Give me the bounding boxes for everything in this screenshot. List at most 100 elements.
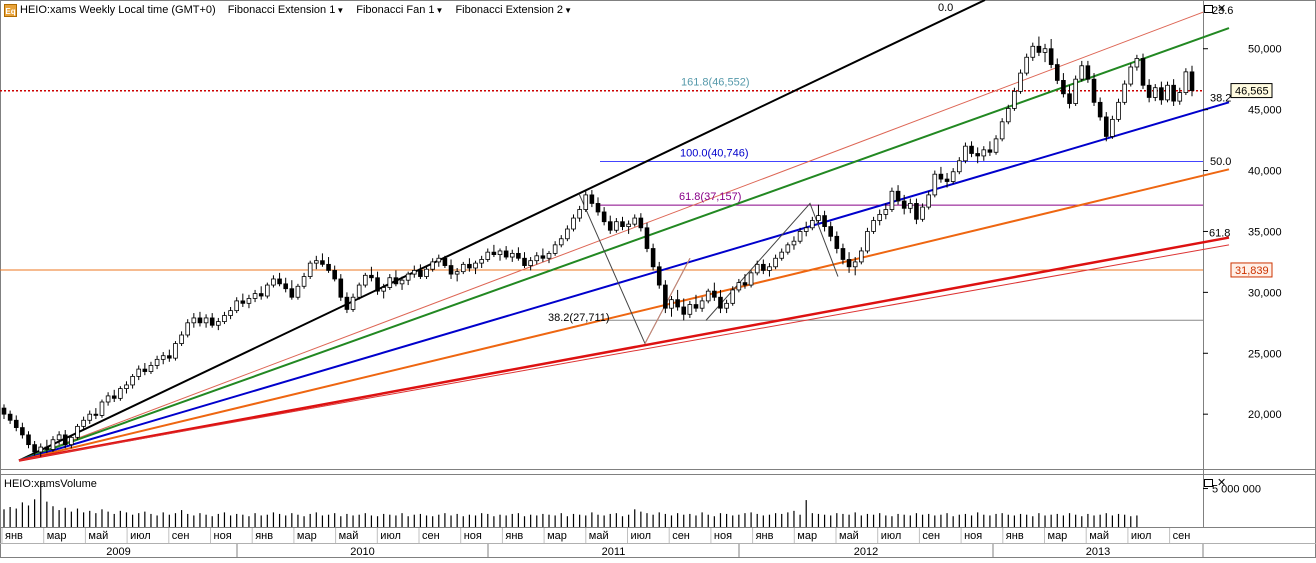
candle-body xyxy=(222,315,227,323)
month-label: сен xyxy=(922,530,940,542)
candle-body xyxy=(632,217,638,225)
fib-fan-level-label: 23.6 xyxy=(1212,5,1233,17)
candle-body xyxy=(497,250,503,255)
candle-body xyxy=(301,276,307,287)
month-label: мар xyxy=(1048,530,1068,542)
candle-body xyxy=(1103,116,1109,137)
eq-badge-icon[interactable]: Eq xyxy=(4,3,17,17)
candle-body xyxy=(13,419,19,428)
candle-body xyxy=(595,203,601,213)
y-tick-label: 40,000 xyxy=(1248,166,1282,178)
candle-body xyxy=(761,263,766,271)
candle-body xyxy=(136,368,142,377)
candle-body xyxy=(987,149,993,153)
candle-body xyxy=(614,221,619,231)
month-label: сен xyxy=(1173,530,1191,542)
candle-body xyxy=(363,274,368,286)
month-label: июл xyxy=(631,530,652,542)
volume-layer xyxy=(3,480,1138,527)
volume-maximize-icon[interactable] xyxy=(1204,479,1213,487)
month-label: янв xyxy=(1006,530,1024,542)
candle-body xyxy=(914,203,919,220)
year-label: 2012 xyxy=(854,546,878,558)
month-label: сен xyxy=(172,530,190,542)
month-label: ноя xyxy=(464,530,482,542)
candle-body xyxy=(32,444,37,453)
candle-body xyxy=(1024,56,1029,74)
candle-body xyxy=(601,211,607,223)
y-tick-label: 50,000 xyxy=(1248,44,1282,56)
candle-body xyxy=(797,231,803,242)
maximize-icon[interactable] xyxy=(1204,5,1213,13)
candle-body xyxy=(687,304,693,315)
candle-body xyxy=(320,260,325,265)
caret-down-icon[interactable]: ▼ xyxy=(336,5,345,15)
candle-body xyxy=(26,434,31,446)
tool-fib-extension-1[interactable]: Fibonacci Extension 1 xyxy=(227,4,336,16)
y-tick-label: 25,000 xyxy=(1248,348,1282,360)
candle-body xyxy=(785,244,791,253)
year-label: 2011 xyxy=(602,546,626,558)
candle-body xyxy=(7,413,13,421)
candle-body xyxy=(44,446,50,450)
candle-body xyxy=(950,171,956,182)
candle-body xyxy=(1183,71,1189,93)
candle-body xyxy=(87,413,93,421)
month-label: май xyxy=(1089,530,1109,542)
candle-body xyxy=(130,376,135,386)
year-label: 2009 xyxy=(106,546,130,558)
candle-body xyxy=(626,223,631,227)
candle-body xyxy=(179,334,184,344)
year-label: 2010 xyxy=(350,546,374,558)
candle-body xyxy=(816,215,821,221)
candle-body xyxy=(197,317,203,324)
close-icon[interactable]: ✕ xyxy=(1217,3,1227,15)
candle-body xyxy=(277,278,282,285)
y-tick-label: 45,000 xyxy=(1248,105,1282,117)
candle-body xyxy=(607,221,613,231)
month-label: май xyxy=(589,530,609,542)
candle-body xyxy=(736,282,742,291)
candle-body xyxy=(528,260,533,266)
candle-body xyxy=(99,401,105,416)
caret-down-icon[interactable]: ▼ xyxy=(435,5,444,15)
candle-body xyxy=(289,288,295,298)
month-label: янв xyxy=(505,530,523,542)
volume-close-icon[interactable]: ✕ xyxy=(1217,477,1227,489)
candle-body xyxy=(1073,78,1078,104)
candle-body xyxy=(81,419,86,427)
candle-body xyxy=(326,263,331,271)
candle-body xyxy=(558,238,564,246)
candle-body xyxy=(895,190,901,202)
candle-body xyxy=(375,277,380,292)
candle-body xyxy=(1067,93,1072,104)
caret-down-icon[interactable]: ▼ xyxy=(564,5,572,15)
month-label: июл xyxy=(1131,530,1152,542)
candle-body xyxy=(1159,87,1164,101)
candle-body xyxy=(767,266,772,271)
tool-fib-extension-2[interactable]: Fibonacci Extension 2 xyxy=(455,4,564,16)
candle-body xyxy=(1012,90,1017,109)
candle-body xyxy=(534,255,540,262)
candle-body xyxy=(963,145,968,162)
candle-body xyxy=(356,284,362,298)
candle-body xyxy=(167,355,172,359)
candle-body xyxy=(663,284,668,309)
symbol-label[interactable]: HEIO:xams Weekly Local time (GMT+0) xyxy=(20,4,216,16)
candle-body xyxy=(491,251,497,255)
candle-body xyxy=(228,310,233,316)
candle-body xyxy=(338,278,344,298)
candle-body xyxy=(467,263,472,269)
candle-body xyxy=(516,252,521,259)
candle-body xyxy=(669,299,674,309)
candle-body xyxy=(1085,65,1091,80)
tool-fib-fan-1[interactable]: Fibonacci Fan 1 xyxy=(356,4,435,16)
candle-body xyxy=(571,217,576,230)
candle-body xyxy=(1097,101,1103,118)
candle-body xyxy=(1,407,7,415)
candle-body xyxy=(1054,64,1060,81)
fib-fan-ray xyxy=(18,236,1230,462)
volume-panel-label: HEIO:xamsVolume xyxy=(4,478,97,490)
candle-body xyxy=(454,271,460,275)
